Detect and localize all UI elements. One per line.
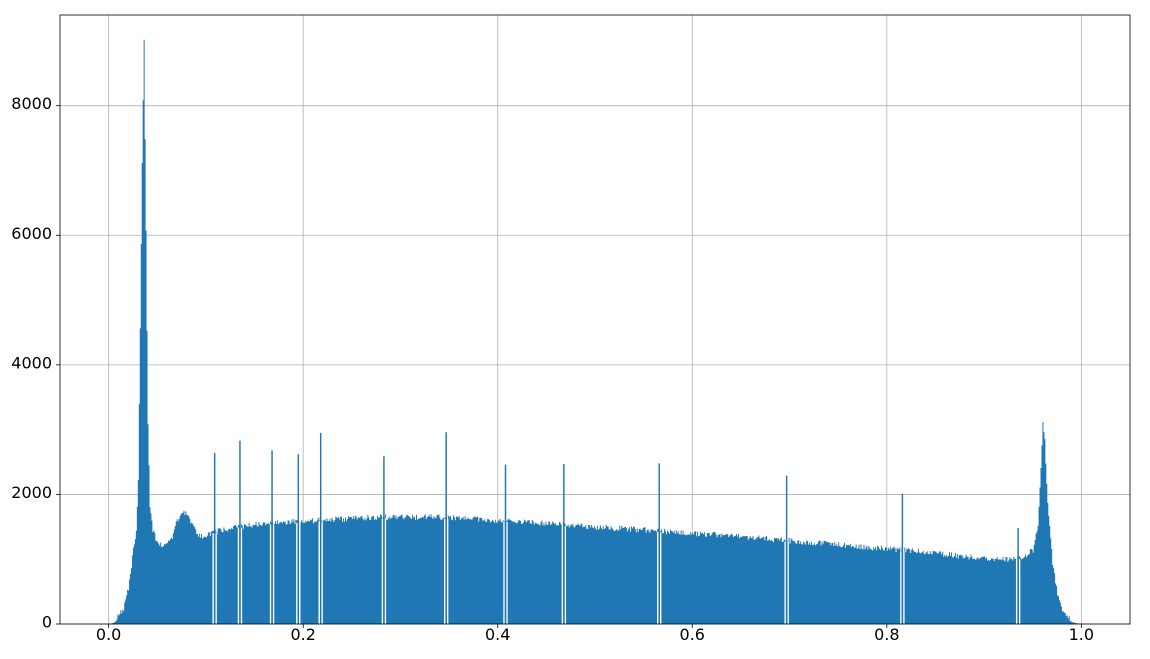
spike-bar	[271, 450, 272, 624]
x-tick-label: 1.0	[1069, 625, 1094, 644]
y-tick-label: 0	[42, 613, 52, 632]
y-tick-label: 6000	[11, 224, 52, 243]
x-tick-label: 0.2	[290, 625, 315, 644]
spike-gap	[319, 521, 320, 624]
spike-gap	[273, 525, 274, 624]
spike-bar	[239, 441, 240, 624]
spike-gap	[506, 522, 507, 624]
spike-gap	[503, 522, 504, 624]
x-tick-label: 0.8	[874, 625, 899, 644]
y-tick-label: 2000	[11, 483, 52, 502]
spike-gap	[900, 551, 901, 624]
spike-gap	[382, 519, 383, 624]
spike-bar	[445, 432, 446, 624]
spike-gap	[657, 532, 658, 624]
spike-gap	[1016, 559, 1017, 624]
spike-gap	[787, 542, 788, 624]
x-tick-label: 0.4	[485, 625, 510, 644]
y-tick-label: 4000	[11, 353, 52, 372]
spike-gap	[444, 519, 445, 624]
spike-gap	[562, 526, 563, 624]
spike-gap	[784, 542, 785, 624]
chart-svg: 0.0 0.2 0.4 0.6 0.8 1.0 0 2000 4000 6000 8000	[0, 0, 1150, 659]
spike-gap	[660, 532, 661, 624]
spike-bar	[786, 476, 787, 624]
spike-bar	[320, 433, 321, 624]
y-tick-label: 8000	[11, 94, 52, 113]
spike-gap	[212, 533, 213, 624]
spike-gap	[296, 523, 297, 624]
spike-bar	[383, 456, 384, 624]
spike-gap	[215, 533, 216, 624]
spike-bar	[298, 454, 299, 624]
spike-gap	[1019, 559, 1020, 624]
spike-gap	[321, 521, 322, 624]
spike-gap	[270, 525, 271, 624]
spike-bar	[1017, 528, 1018, 624]
spike-gap	[565, 526, 566, 624]
spike-bar	[505, 465, 506, 624]
spike-bar	[214, 453, 215, 624]
spike-gap	[447, 519, 448, 624]
spike-gap	[385, 519, 386, 624]
x-tick-label: 0.6	[680, 625, 705, 644]
spike-bar	[902, 494, 903, 624]
spike-gap	[238, 528, 239, 624]
spike-gap	[903, 551, 904, 624]
x-tick-label: 0.0	[96, 625, 121, 644]
spike-gap	[241, 528, 242, 624]
spike-gap	[299, 523, 300, 624]
spike-bar	[658, 463, 659, 624]
histogram-chart: 0.0 0.2 0.4 0.6 0.8 1.0 0 2000 4000 6000 8000	[0, 0, 1150, 659]
spike-bar	[563, 464, 564, 624]
